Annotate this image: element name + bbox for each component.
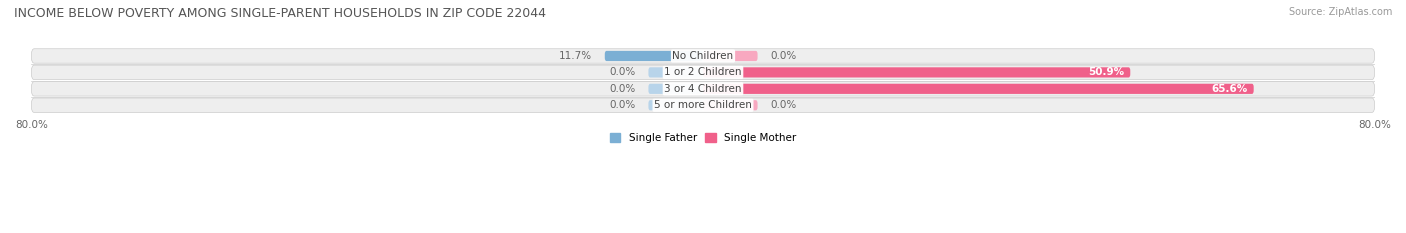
FancyBboxPatch shape — [31, 65, 1375, 80]
FancyBboxPatch shape — [703, 67, 1130, 78]
Text: 1 or 2 Children: 1 or 2 Children — [664, 67, 742, 77]
Text: 0.0%: 0.0% — [610, 100, 636, 110]
FancyBboxPatch shape — [648, 100, 703, 110]
Text: 3 or 4 Children: 3 or 4 Children — [664, 84, 742, 94]
FancyBboxPatch shape — [31, 82, 1375, 96]
FancyBboxPatch shape — [703, 51, 758, 61]
Text: 0.0%: 0.0% — [610, 84, 636, 94]
FancyBboxPatch shape — [605, 51, 703, 61]
Text: 11.7%: 11.7% — [560, 51, 592, 61]
Text: 0.0%: 0.0% — [610, 67, 636, 77]
FancyBboxPatch shape — [31, 49, 1375, 63]
FancyBboxPatch shape — [703, 84, 1254, 94]
Text: Source: ZipAtlas.com: Source: ZipAtlas.com — [1288, 7, 1392, 17]
FancyBboxPatch shape — [648, 84, 703, 94]
Text: 0.0%: 0.0% — [770, 51, 796, 61]
Text: 50.9%: 50.9% — [1088, 67, 1123, 77]
FancyBboxPatch shape — [31, 98, 1375, 113]
FancyBboxPatch shape — [703, 100, 758, 110]
FancyBboxPatch shape — [648, 67, 703, 78]
Legend: Single Father, Single Mother: Single Father, Single Mother — [606, 129, 800, 147]
Text: 0.0%: 0.0% — [770, 100, 796, 110]
Text: No Children: No Children — [672, 51, 734, 61]
Text: INCOME BELOW POVERTY AMONG SINGLE-PARENT HOUSEHOLDS IN ZIP CODE 22044: INCOME BELOW POVERTY AMONG SINGLE-PARENT… — [14, 7, 546, 20]
Text: 5 or more Children: 5 or more Children — [654, 100, 752, 110]
Text: 65.6%: 65.6% — [1211, 84, 1247, 94]
